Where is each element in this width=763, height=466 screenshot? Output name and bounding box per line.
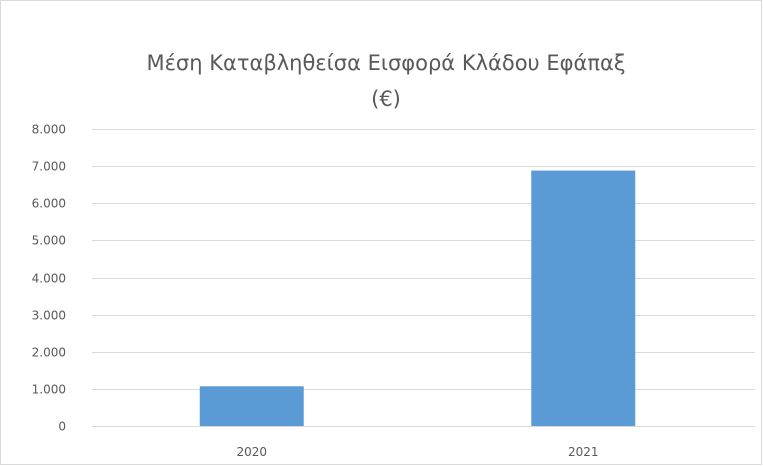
x-tick-label: 2020 <box>236 445 267 459</box>
y-tick-label: 1.000 <box>32 383 66 397</box>
y-tick-label: 8.000 <box>32 123 66 137</box>
x-tick-label: 2021 <box>568 445 599 459</box>
chart-title-line-1: Μέση Καταβληθείσα Εισφορά Κλάδου Εφάπαξ <box>146 51 626 75</box>
y-tick-label: 7.000 <box>32 160 66 174</box>
y-tick-label: 6.000 <box>32 197 66 211</box>
chart-title-line-2: (€) <box>371 87 401 111</box>
y-tick-label: 2.000 <box>32 346 66 360</box>
y-tick-label: 5.000 <box>32 234 66 248</box>
y-tick-label: 4.000 <box>32 272 66 286</box>
y-tick-label: 0 <box>58 420 66 434</box>
bar-2021 <box>531 170 636 426</box>
chart-title: Μέση Καταβληθείσα Εισφορά Κλάδου Εφάπαξ … <box>61 45 711 117</box>
bar-2020 <box>199 386 304 426</box>
y-tick-label: 3.000 <box>32 309 66 323</box>
